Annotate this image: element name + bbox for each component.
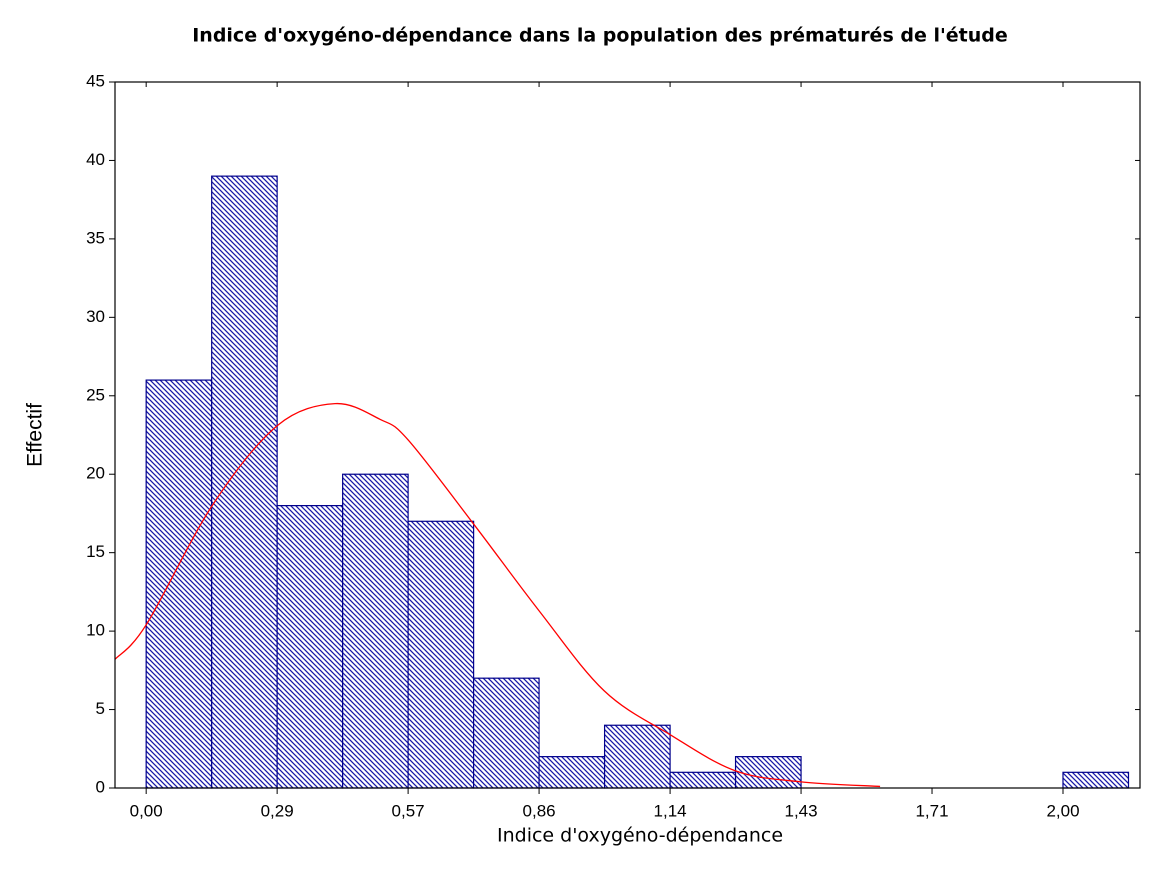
bar xyxy=(734,756,802,789)
bar xyxy=(211,175,278,789)
chart-title: Indice d'oxygéno-dépendance dans la popu… xyxy=(192,25,1008,47)
x-tick-label: 1,71 xyxy=(915,801,948,820)
y-tick-label: 5 xyxy=(96,699,105,718)
bar xyxy=(342,473,409,789)
bar xyxy=(276,505,344,789)
y-tick-label: 35 xyxy=(86,228,105,247)
x-tick-label: 0,00 xyxy=(130,801,163,820)
x-tick-label: 1,14 xyxy=(654,801,687,820)
y-tick-label: 20 xyxy=(86,464,105,483)
x-tick-label: 0,86 xyxy=(523,801,556,820)
bar xyxy=(1062,771,1130,789)
bar xyxy=(603,724,671,789)
x-tick-label: 0,29 xyxy=(261,801,294,820)
y-tick-label: 10 xyxy=(86,621,105,640)
fit-curve xyxy=(114,402,881,788)
y-tick-label: 15 xyxy=(86,542,105,561)
y-tick-label: 25 xyxy=(86,385,105,404)
y-tick-label: 0 xyxy=(96,777,105,796)
plot-frame xyxy=(114,81,1141,789)
bar xyxy=(473,677,540,789)
y-axis-label: Effectif xyxy=(24,403,47,467)
y-tick-label: 30 xyxy=(86,307,105,326)
x-label-box xyxy=(432,815,952,855)
y-tick-label: 45 xyxy=(86,71,105,90)
bar xyxy=(407,520,475,789)
x-tick-label: 0,57 xyxy=(392,801,425,820)
bar xyxy=(145,379,213,789)
x-tick-label: 1,43 xyxy=(785,801,818,820)
bar xyxy=(669,771,737,789)
x-axis-label: Indice d'oxygéno-dépendance xyxy=(497,825,783,847)
x-tick-label: 2,00 xyxy=(1046,801,1079,820)
y-tick-label: 40 xyxy=(86,150,105,169)
bar xyxy=(538,756,606,789)
